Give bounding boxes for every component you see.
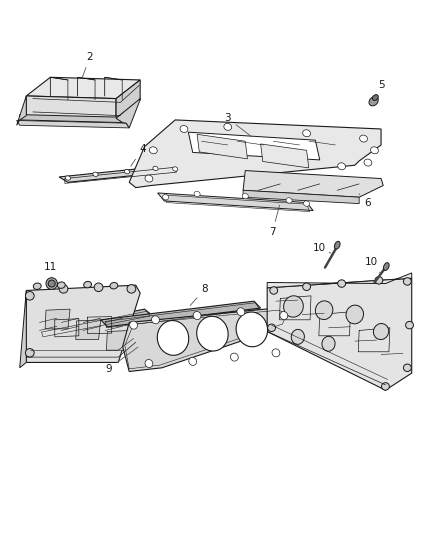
Ellipse shape bbox=[224, 123, 232, 131]
Ellipse shape bbox=[346, 305, 364, 324]
Polygon shape bbox=[20, 115, 123, 123]
Polygon shape bbox=[76, 320, 101, 340]
Ellipse shape bbox=[270, 287, 278, 294]
Ellipse shape bbox=[375, 277, 383, 284]
Ellipse shape bbox=[303, 283, 311, 290]
Polygon shape bbox=[116, 99, 140, 128]
Polygon shape bbox=[26, 77, 140, 99]
Ellipse shape bbox=[291, 329, 304, 344]
Ellipse shape bbox=[157, 320, 189, 356]
Ellipse shape bbox=[33, 283, 41, 289]
Ellipse shape bbox=[280, 311, 288, 320]
Text: 10: 10 bbox=[313, 243, 331, 253]
Ellipse shape bbox=[94, 283, 103, 292]
Ellipse shape bbox=[110, 282, 118, 289]
Ellipse shape bbox=[25, 292, 34, 300]
Polygon shape bbox=[123, 308, 289, 372]
Polygon shape bbox=[188, 132, 320, 160]
Ellipse shape bbox=[303, 130, 311, 137]
Polygon shape bbox=[158, 193, 313, 211]
Text: 8: 8 bbox=[190, 284, 208, 305]
Polygon shape bbox=[243, 190, 359, 204]
Ellipse shape bbox=[322, 336, 335, 351]
Ellipse shape bbox=[338, 280, 346, 287]
Ellipse shape bbox=[189, 357, 197, 366]
Polygon shape bbox=[26, 96, 116, 118]
Ellipse shape bbox=[180, 125, 188, 133]
Ellipse shape bbox=[286, 198, 292, 203]
Text: 3: 3 bbox=[224, 114, 252, 137]
Polygon shape bbox=[129, 120, 381, 188]
Ellipse shape bbox=[93, 172, 98, 176]
Polygon shape bbox=[37, 309, 151, 336]
Ellipse shape bbox=[369, 96, 378, 106]
Polygon shape bbox=[20, 290, 26, 368]
Ellipse shape bbox=[127, 285, 136, 293]
Ellipse shape bbox=[124, 169, 130, 174]
Ellipse shape bbox=[374, 324, 389, 340]
Ellipse shape bbox=[284, 296, 303, 317]
Ellipse shape bbox=[162, 195, 169, 200]
Ellipse shape bbox=[315, 301, 333, 320]
Polygon shape bbox=[267, 273, 412, 288]
Polygon shape bbox=[101, 301, 261, 327]
Polygon shape bbox=[17, 120, 129, 128]
Ellipse shape bbox=[242, 193, 248, 199]
Ellipse shape bbox=[384, 263, 389, 270]
Ellipse shape bbox=[338, 163, 346, 170]
Polygon shape bbox=[59, 165, 182, 182]
Text: 11: 11 bbox=[44, 262, 57, 278]
Text: 9: 9 bbox=[105, 347, 138, 374]
Polygon shape bbox=[45, 309, 70, 329]
Polygon shape bbox=[116, 80, 140, 118]
Text: 2: 2 bbox=[82, 52, 93, 78]
Ellipse shape bbox=[403, 278, 411, 285]
Ellipse shape bbox=[130, 321, 138, 329]
Text: 10: 10 bbox=[365, 257, 380, 273]
Ellipse shape bbox=[65, 176, 71, 180]
Ellipse shape bbox=[403, 364, 411, 372]
Ellipse shape bbox=[381, 383, 389, 390]
Polygon shape bbox=[26, 285, 140, 362]
Ellipse shape bbox=[335, 241, 340, 249]
Ellipse shape bbox=[149, 147, 157, 154]
Ellipse shape bbox=[145, 359, 153, 368]
Ellipse shape bbox=[272, 349, 280, 357]
Ellipse shape bbox=[372, 95, 378, 100]
Text: 4: 4 bbox=[131, 144, 146, 166]
Polygon shape bbox=[261, 144, 309, 168]
Ellipse shape bbox=[57, 282, 65, 288]
Ellipse shape bbox=[153, 166, 158, 171]
Polygon shape bbox=[106, 330, 131, 350]
Ellipse shape bbox=[193, 311, 201, 320]
Ellipse shape bbox=[194, 191, 200, 197]
Ellipse shape bbox=[197, 316, 228, 351]
Ellipse shape bbox=[364, 159, 372, 166]
Polygon shape bbox=[197, 134, 247, 159]
Ellipse shape bbox=[304, 201, 310, 206]
Ellipse shape bbox=[145, 175, 153, 182]
Ellipse shape bbox=[236, 312, 268, 347]
Ellipse shape bbox=[360, 135, 367, 142]
Ellipse shape bbox=[25, 349, 34, 357]
Text: 6: 6 bbox=[359, 194, 371, 207]
Ellipse shape bbox=[268, 324, 276, 332]
Polygon shape bbox=[17, 96, 26, 125]
Ellipse shape bbox=[48, 280, 55, 287]
Ellipse shape bbox=[237, 308, 245, 316]
Polygon shape bbox=[243, 171, 383, 197]
Text: 7: 7 bbox=[269, 205, 279, 237]
Polygon shape bbox=[267, 278, 412, 390]
Ellipse shape bbox=[46, 278, 57, 289]
Ellipse shape bbox=[371, 147, 378, 154]
Text: 5: 5 bbox=[376, 80, 385, 96]
Ellipse shape bbox=[230, 353, 238, 361]
Ellipse shape bbox=[152, 316, 159, 324]
Ellipse shape bbox=[173, 167, 178, 171]
Ellipse shape bbox=[406, 321, 413, 329]
Ellipse shape bbox=[59, 285, 68, 293]
Ellipse shape bbox=[84, 281, 92, 288]
